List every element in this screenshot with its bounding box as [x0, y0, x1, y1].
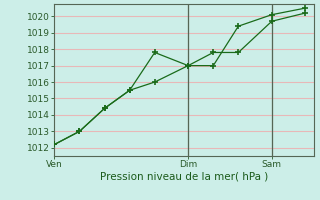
X-axis label: Pression niveau de la mer( hPa ): Pression niveau de la mer( hPa )	[100, 172, 268, 182]
